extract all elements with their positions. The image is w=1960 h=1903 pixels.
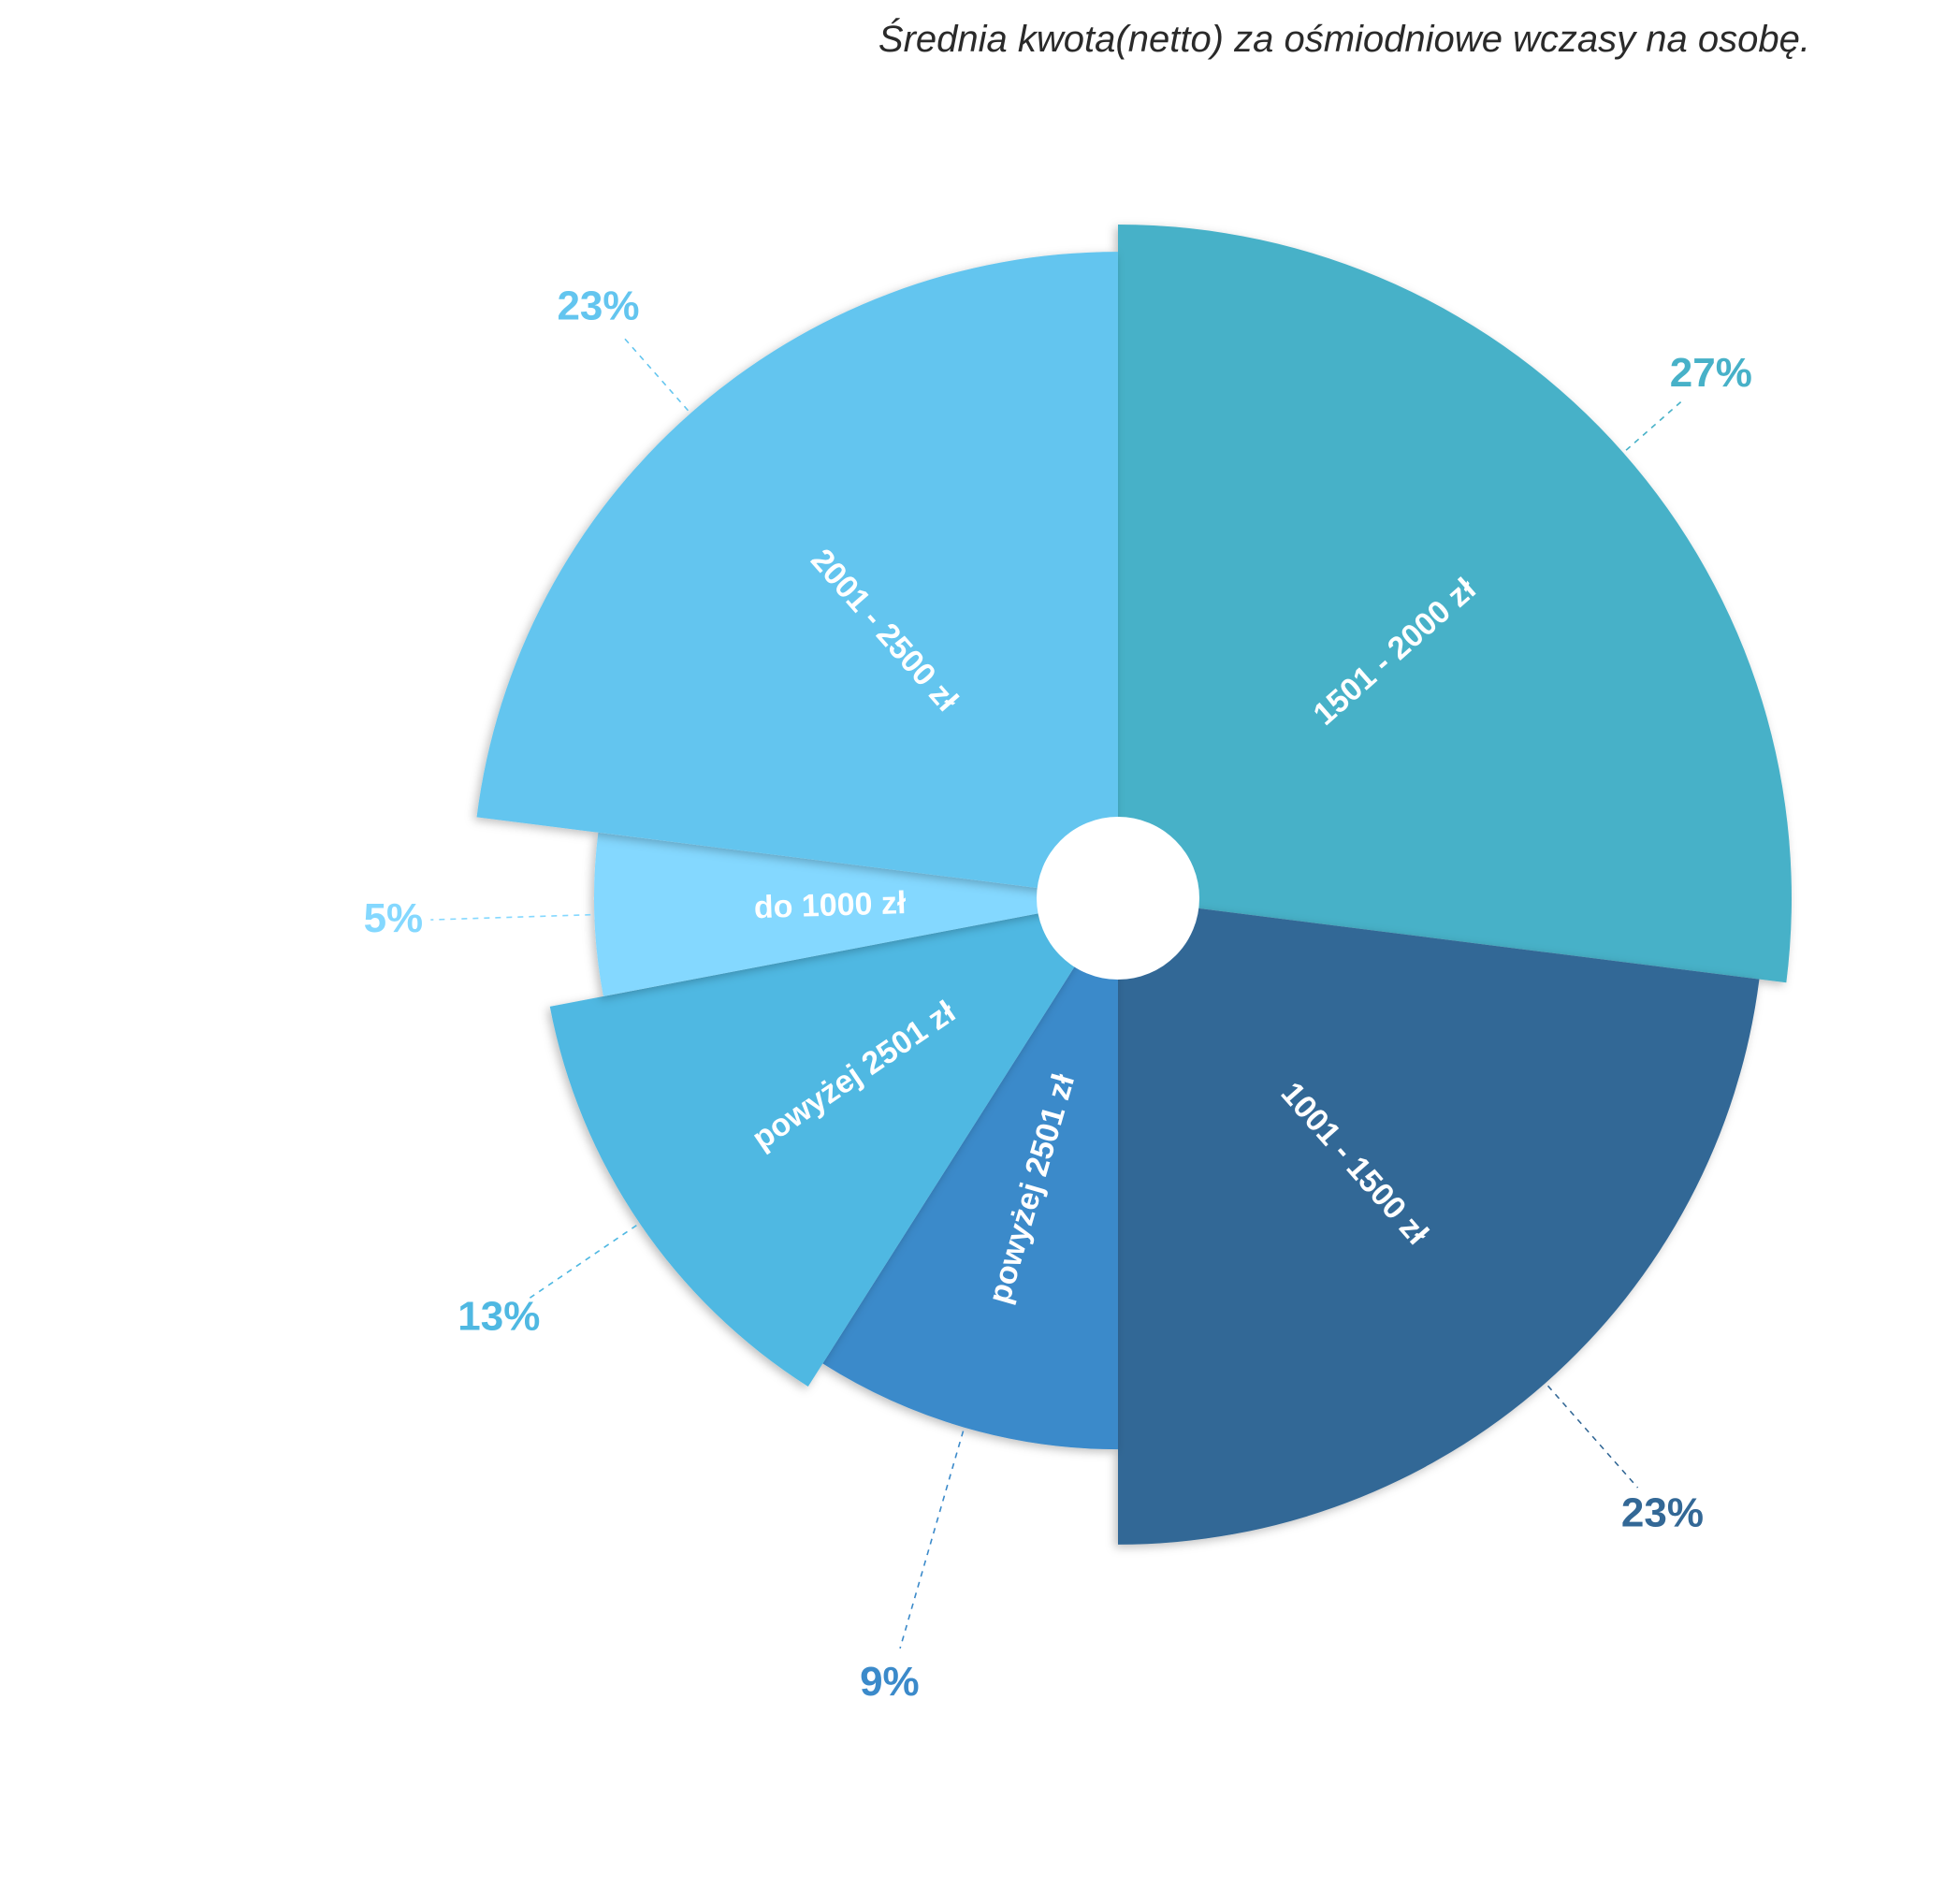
pie-slices bbox=[476, 225, 1793, 1545]
percent-label: 23% bbox=[557, 283, 639, 329]
pie-slice bbox=[476, 252, 1118, 898]
percent-label: 9% bbox=[860, 1659, 920, 1705]
leader-line bbox=[1625, 399, 1684, 451]
pie-slice bbox=[549, 898, 1118, 1387]
pie-slice bbox=[822, 898, 1118, 1450]
leader-line bbox=[529, 1225, 637, 1299]
pie-slice bbox=[1118, 225, 1793, 983]
percent-label: 23% bbox=[1621, 1490, 1704, 1536]
leader-line bbox=[899, 1431, 965, 1649]
chart-title: Średnia kwota(netto) za ośmiodniowe wcza… bbox=[878, 19, 1810, 60]
center-hole bbox=[1037, 817, 1199, 980]
leader-line bbox=[622, 336, 690, 412]
pie-slice bbox=[594, 832, 1118, 996]
slice-category-label: do 1000 zł bbox=[753, 885, 907, 925]
pie-slice bbox=[1118, 898, 1760, 1545]
percent-label: 27% bbox=[1670, 350, 1752, 396]
percent-labels: 27% 23% 9% 13% 5% 23% bbox=[364, 283, 1752, 1705]
leader-line bbox=[430, 913, 591, 921]
percent-label: 5% bbox=[364, 895, 424, 941]
percent-label: 13% bbox=[457, 1293, 540, 1339]
leader-lines bbox=[430, 336, 1684, 1649]
leader-line bbox=[1546, 1385, 1639, 1489]
